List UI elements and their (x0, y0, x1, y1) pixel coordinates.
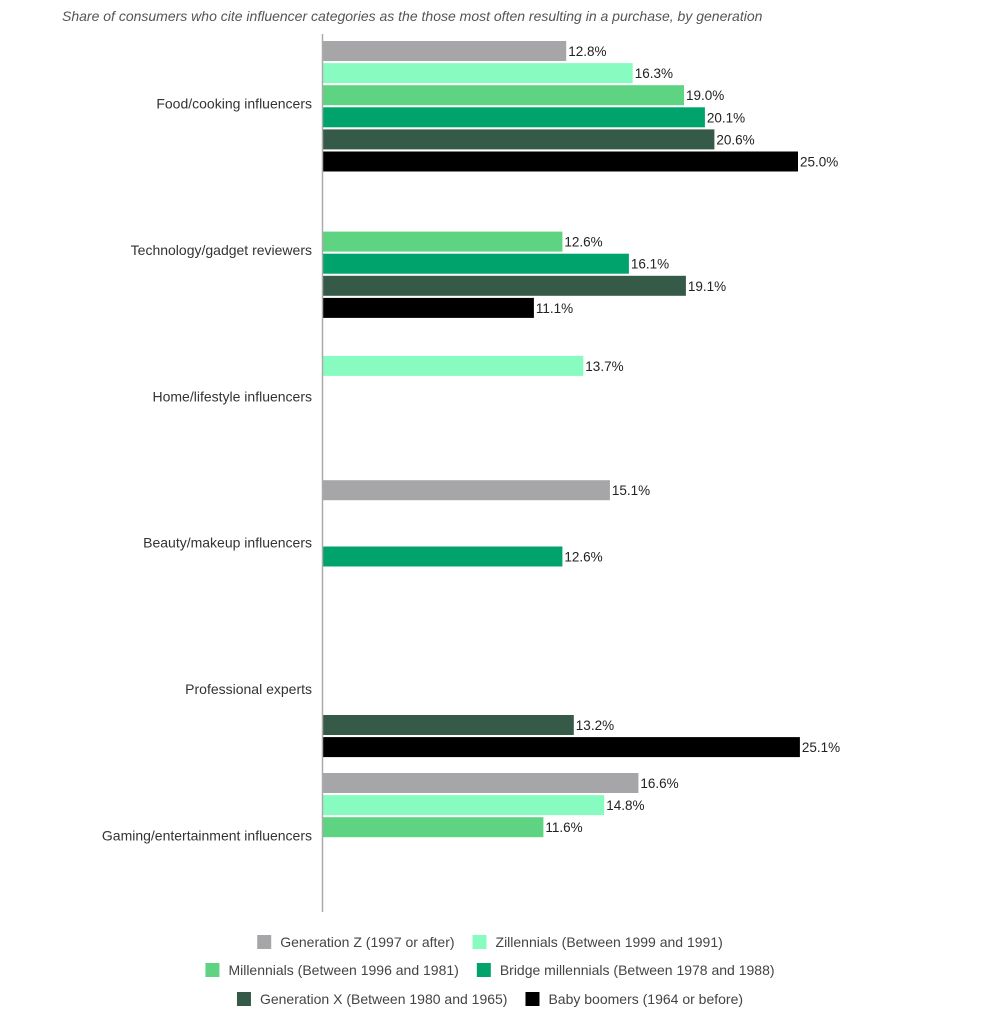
bar (323, 129, 715, 150)
category-label: Home/lifestyle influencers (152, 388, 312, 404)
category-label: Food/cooking influencers (156, 96, 312, 112)
bar (323, 795, 605, 816)
bar-value-label: 16.3% (635, 66, 673, 81)
bar (323, 817, 544, 838)
bar-value-label: 19.1% (688, 279, 726, 294)
category-labels: Food/cooking influencers Technology/gadge… (102, 96, 312, 844)
bar-value-label: 11.6% (545, 820, 582, 835)
legend: Generation Z (1997 or after) Zillennials … (205, 934, 775, 1007)
bars-layer: 12.8% 16.3% 19.0% 20.1% 20.6% 25.0% 12.6% 16.1%… (323, 41, 840, 838)
bar-value-label: 13.2% (576, 718, 614, 733)
bar-value-label: 12.6% (564, 235, 602, 250)
bar-value-label: 11.1% (536, 301, 573, 316)
bar-value-label: 12.8% (568, 44, 606, 59)
bar-value-label: 16.6% (640, 776, 678, 791)
legend-label: Generation X (Between 1980 and 1965) (260, 991, 508, 1007)
bar-value-label: 20.6% (716, 132, 754, 147)
legend-swatch (257, 935, 272, 949)
bar (323, 275, 686, 296)
legend-label: Millennials (Between 1996 and 1981) (228, 962, 458, 978)
bar-value-label: 15.1% (612, 483, 650, 498)
legend-label: Generation Z (1997 or after) (280, 934, 454, 950)
bar (323, 297, 534, 318)
bar-value-label: 25.0% (800, 155, 838, 170)
category-label: Technology/gadget reviewers (131, 242, 312, 258)
bar (323, 151, 798, 172)
category-label: Professional experts (185, 681, 312, 697)
chart-subtitle: Share of consumers who cite influencer c… (62, 8, 763, 24)
bar-value-label: 16.1% (631, 257, 669, 272)
category-label: Beauty/makeup influencers (143, 535, 312, 551)
legend-label: Baby boomers (1964 or before) (548, 991, 743, 1007)
bar (323, 715, 574, 735)
bar (323, 231, 563, 252)
bar-value-label: 12.6% (564, 550, 602, 565)
bar (323, 355, 584, 376)
legend-swatch (476, 963, 491, 977)
legend-row: Millennials (Between 1996 and 1981) Bridg… (205, 962, 775, 978)
bar-value-label: 14.8% (606, 798, 644, 813)
legend-label: Bridge millennials (Between 1978 and 198… (500, 962, 775, 978)
bar (323, 773, 639, 793)
bar (323, 546, 563, 567)
bar (323, 85, 684, 106)
bar-value-label: 25.1% (802, 740, 840, 755)
bar-value-label: 19.0% (686, 88, 724, 103)
bar (323, 107, 705, 128)
legend-row: Generation X (Between 1980 and 1965) Baby… (236, 991, 743, 1007)
bar (323, 63, 633, 84)
bar (323, 480, 610, 501)
bar-value-label: 20.1% (707, 110, 745, 125)
bar (323, 41, 567, 61)
legend-row: Generation Z (1997 or after) Zillennials … (257, 934, 723, 950)
legend-label: Zillennials (Between 1999 and 1991) (496, 934, 723, 950)
legend-swatch (236, 992, 251, 1006)
legend-swatch (525, 992, 540, 1006)
bar (323, 737, 800, 758)
legend-swatch (205, 963, 220, 977)
bar-value-label: 13.7% (585, 359, 623, 374)
legend-swatch (472, 935, 487, 949)
bar (323, 253, 629, 274)
category-label: Gaming/entertainment influencers (102, 828, 312, 844)
